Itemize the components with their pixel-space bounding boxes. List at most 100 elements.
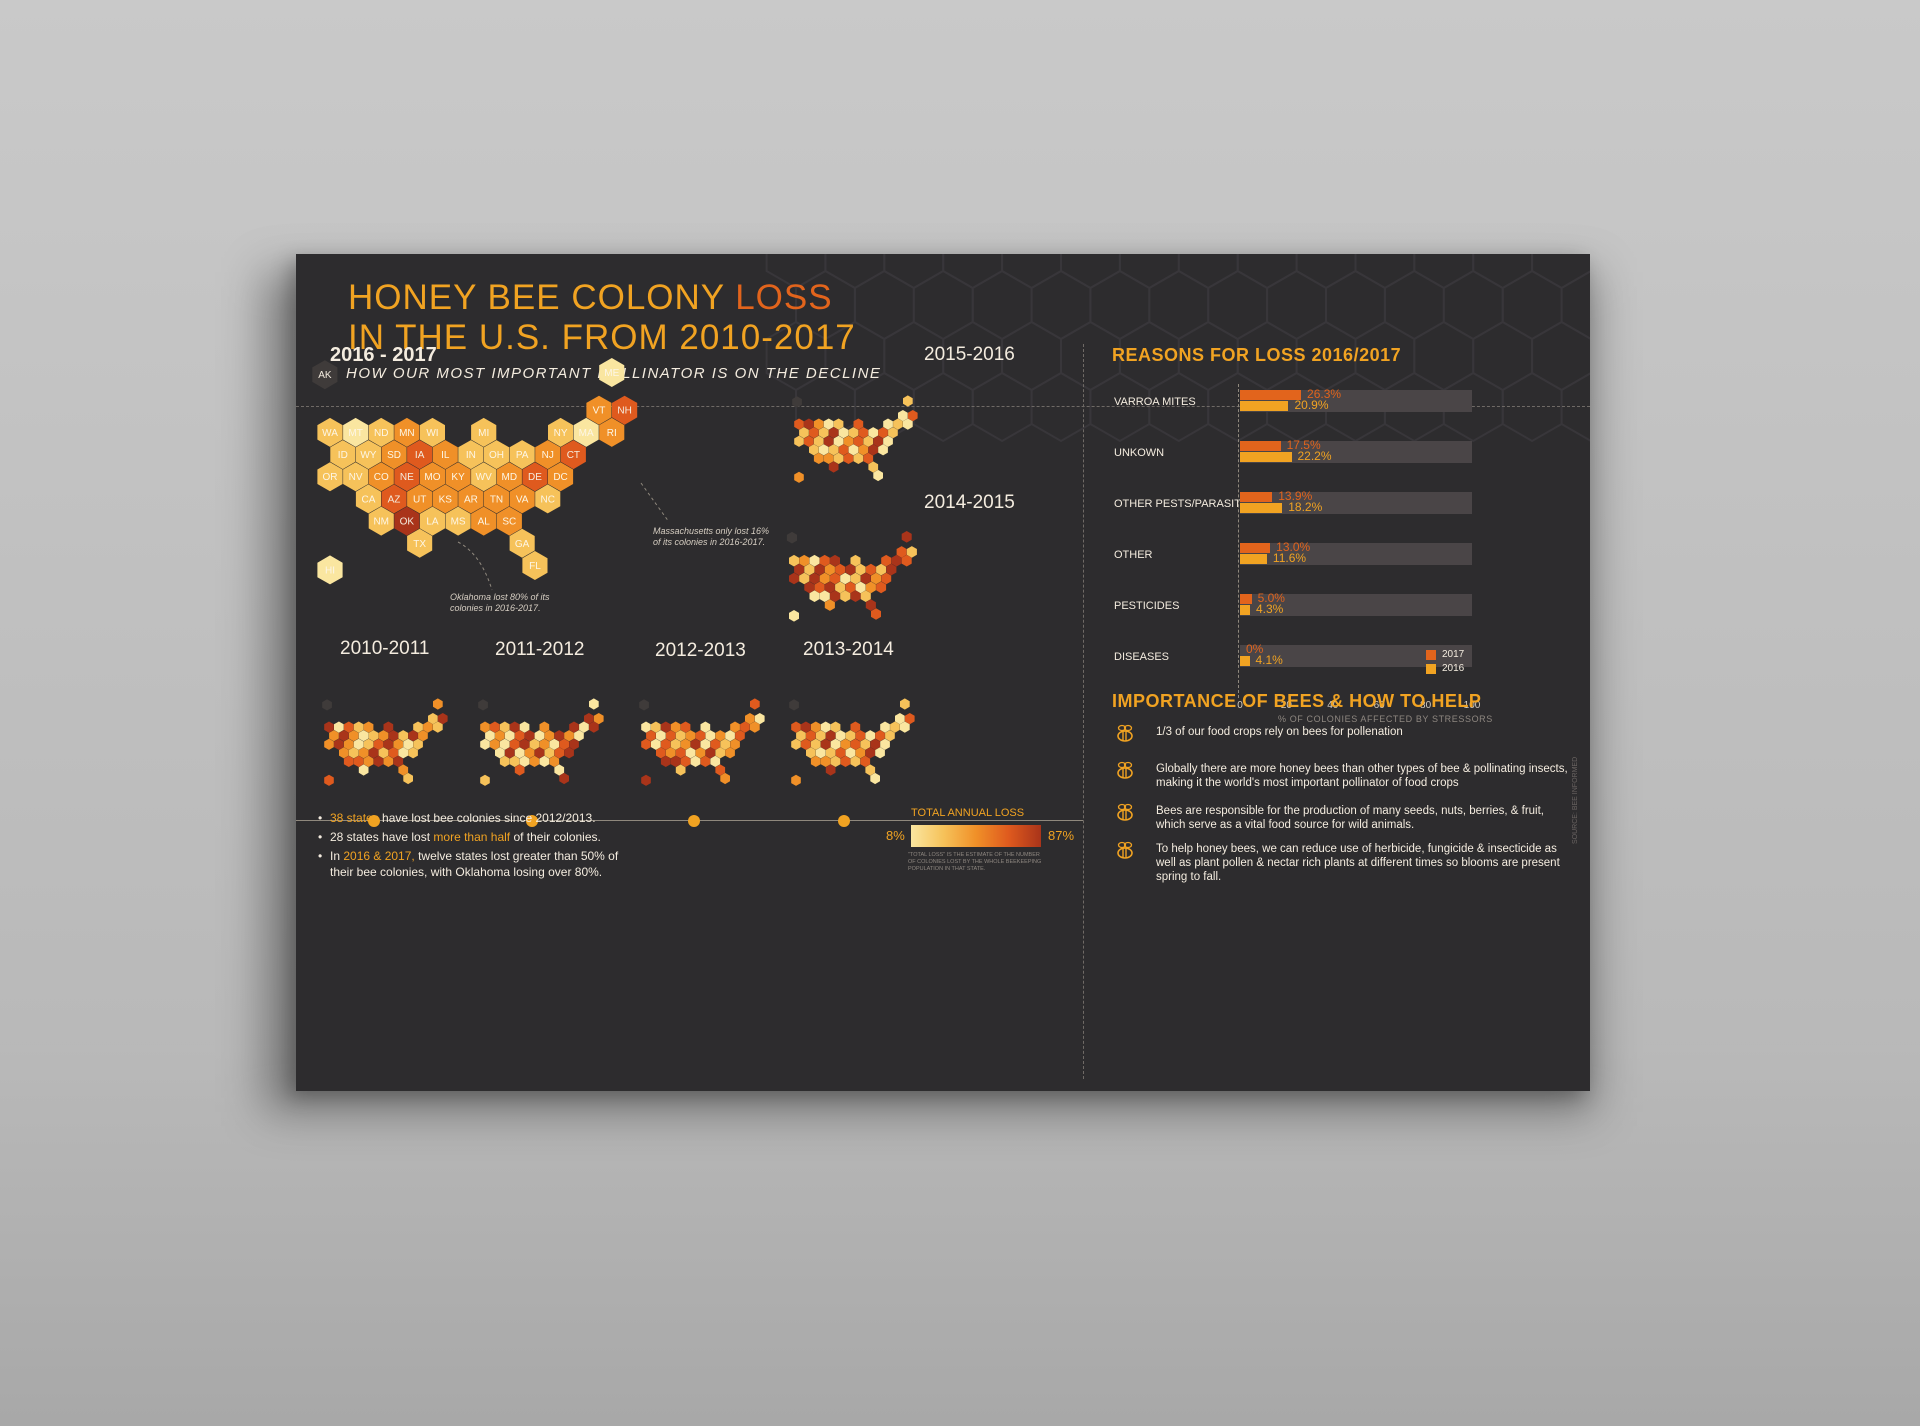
hex-label-ky: KY: [451, 472, 465, 483]
bar-2017: [1240, 594, 1252, 604]
hex-pa: [398, 730, 409, 742]
hex-mn: [394, 417, 420, 447]
hex-label-ak: AK: [318, 370, 332, 381]
legend-min: 8%: [886, 828, 905, 843]
hex-wi: [833, 418, 844, 430]
hex-il: [685, 730, 696, 742]
hex-nh: [593, 713, 604, 725]
massachusetts-leader: [640, 482, 670, 523]
fact-1-text: have lost bee colonies since 2012/2013.: [378, 811, 596, 825]
hex-ia: [675, 730, 686, 742]
hex-label-de: DE: [528, 472, 542, 483]
hex-sc: [860, 590, 871, 602]
hex-wi: [519, 721, 530, 733]
hex-md: [863, 435, 874, 447]
hex-ok: [820, 755, 831, 767]
hex-label-tx: TX: [413, 539, 426, 550]
hex-il: [524, 730, 535, 742]
hex-ok: [394, 506, 420, 536]
hex-mo: [830, 738, 841, 750]
hex-al: [700, 755, 711, 767]
hex-oh: [484, 440, 510, 470]
hex-ut: [358, 747, 369, 759]
hex-hi: [794, 471, 804, 483]
hex-mi: [850, 554, 861, 567]
hex-label-wi: WI: [426, 428, 438, 439]
hex-mt: [804, 418, 814, 430]
hex-label-me: ME: [604, 368, 619, 379]
hex-label-id: ID: [338, 450, 348, 461]
hex-me: [433, 698, 443, 710]
year-2012-2013: 2012-2013: [655, 640, 746, 661]
pattern-hex: [1472, 254, 1534, 290]
hex-or: [317, 462, 343, 492]
hex-nj: [876, 563, 887, 576]
hex-wi: [680, 721, 691, 733]
bar-value-2017: 26.3%: [1307, 387, 1342, 401]
legend-swatch-2017: [1426, 650, 1436, 660]
hex-nh: [754, 713, 765, 725]
pattern-hex: [1118, 254, 1180, 290]
hex-ca: [806, 747, 816, 759]
hex-label-md: MD: [502, 472, 518, 483]
hex-ks: [835, 747, 846, 759]
hex-wy: [809, 427, 819, 439]
pattern-hex: [1148, 269, 1210, 341]
hex-ma: [423, 721, 433, 733]
hex-me: [589, 698, 599, 710]
hex-ma: [579, 721, 589, 733]
hex-ia: [358, 730, 369, 742]
hex-wy: [495, 730, 505, 742]
hex-sd: [504, 730, 515, 742]
hex-tn: [705, 747, 716, 759]
hex-wa: [791, 721, 801, 733]
hex-wv: [383, 738, 394, 750]
bar-value-2017: 13.0%: [1276, 540, 1311, 554]
hex-in: [845, 563, 856, 576]
hex-nd: [343, 721, 354, 733]
legend-swatch-2016: [1426, 664, 1436, 674]
hex-dc: [569, 738, 579, 750]
hex-mn: [670, 721, 681, 733]
hex-label-va: VA: [516, 494, 529, 505]
hex-fl: [871, 608, 881, 620]
hex-mt: [801, 721, 811, 733]
hex-label-ma: MA: [579, 428, 594, 439]
hex-ky: [840, 572, 851, 585]
pattern-hex: [1295, 254, 1357, 290]
hex-az: [348, 747, 359, 759]
hex-tx: [358, 764, 369, 776]
hex-pa: [715, 730, 726, 742]
massachusetts-note: Massachusetts only lost 16% of its colon…: [653, 526, 770, 547]
hex-sd: [818, 427, 829, 439]
hex-label-hi: HI: [325, 565, 335, 576]
hex-label-mo: MO: [424, 472, 440, 483]
hex-vt: [584, 713, 594, 725]
pattern-hex: [1560, 372, 1590, 442]
hex-nm: [809, 590, 820, 602]
hex-label-pa: PA: [516, 450, 529, 461]
hex-label-ne: NE: [400, 472, 414, 483]
hex-ga: [865, 599, 876, 611]
hex-tx: [824, 599, 835, 611]
pattern-hex: [1354, 254, 1416, 290]
hex-ak: [786, 531, 797, 544]
hex-ri: [900, 721, 910, 733]
hex-oh: [855, 730, 866, 742]
hex-ky: [445, 462, 471, 492]
hex-vt: [896, 546, 907, 558]
hex-ks: [835, 581, 846, 594]
hex-ny: [881, 554, 892, 567]
hex-ia: [828, 427, 839, 439]
hex-mn: [819, 554, 830, 567]
hex-label-ny: NY: [554, 428, 568, 439]
hex-mo: [419, 462, 445, 492]
bee-icon: [1117, 724, 1133, 742]
hex-mt: [651, 721, 661, 733]
x-tick: 100: [1463, 700, 1481, 711]
pattern-hex: [1472, 320, 1534, 392]
reason-label: DISEASES: [1114, 651, 1170, 663]
bar-value-2017: 0%: [1246, 642, 1264, 656]
hex-sd: [814, 563, 825, 576]
bar-2017: [1240, 543, 1271, 553]
